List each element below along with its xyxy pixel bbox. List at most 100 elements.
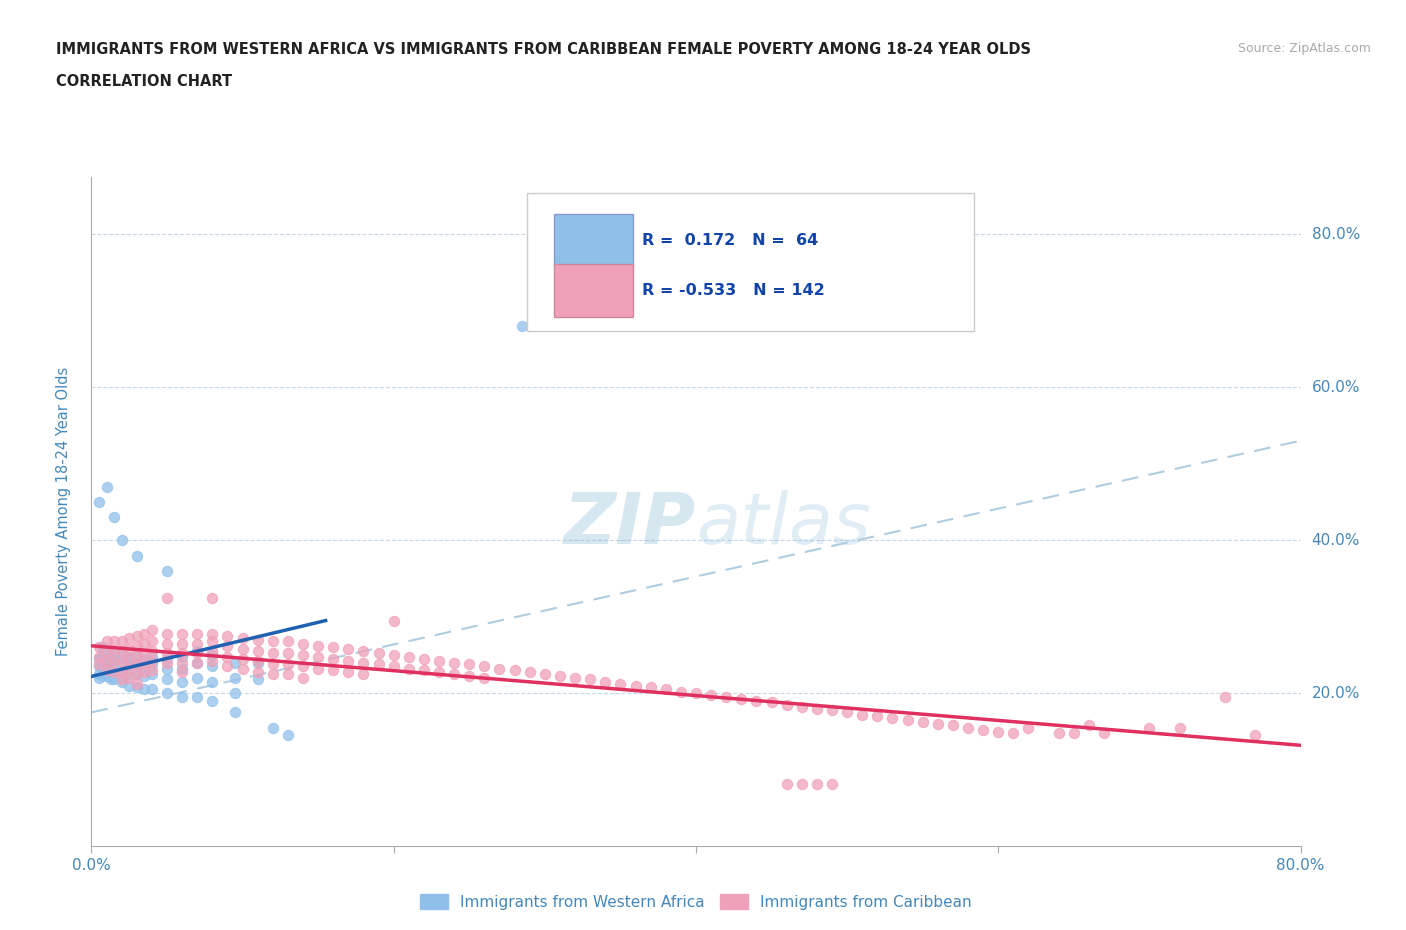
- Point: [1063, 725, 1085, 740]
- Point: [125, 677, 148, 692]
- Text: ZIP: ZIP: [564, 490, 696, 559]
- Point: [96, 659, 118, 674]
- Point: [217, 638, 239, 653]
- Point: [172, 636, 194, 651]
- Point: [91, 659, 114, 674]
- Point: [118, 661, 141, 676]
- Point: [125, 667, 148, 682]
- Point: [186, 644, 208, 658]
- Point: [337, 664, 360, 679]
- Point: [103, 633, 125, 648]
- Point: [307, 649, 329, 664]
- Point: [156, 626, 179, 641]
- Point: [134, 664, 156, 679]
- Point: [141, 657, 163, 671]
- Point: [352, 667, 374, 682]
- Point: [292, 659, 315, 674]
- Point: [292, 636, 315, 651]
- Point: [322, 663, 344, 678]
- Point: [103, 656, 125, 671]
- Point: [111, 644, 132, 658]
- Point: [103, 644, 125, 658]
- Point: [382, 647, 405, 662]
- Point: [277, 667, 299, 682]
- Point: [382, 613, 405, 628]
- Point: [231, 642, 253, 657]
- Point: [87, 495, 110, 510]
- Point: [91, 640, 114, 655]
- Point: [103, 510, 125, 525]
- Point: [100, 672, 122, 687]
- Point: [337, 642, 360, 657]
- Point: [87, 651, 110, 666]
- Point: [96, 479, 118, 494]
- Point: [1092, 725, 1115, 740]
- Point: [1213, 690, 1236, 705]
- Point: [201, 659, 224, 674]
- Point: [87, 671, 110, 685]
- Point: [262, 646, 284, 661]
- Point: [246, 654, 269, 669]
- Point: [882, 711, 904, 725]
- Point: [111, 647, 132, 662]
- Point: [156, 661, 179, 676]
- Point: [277, 728, 299, 743]
- Point: [292, 671, 315, 685]
- Point: [96, 644, 118, 658]
- Point: [134, 669, 156, 684]
- Point: [262, 633, 284, 648]
- Point: [87, 667, 110, 682]
- Point: [398, 661, 420, 676]
- Text: IMMIGRANTS FROM WESTERN AFRICA VS IMMIGRANTS FROM CARIBBEAN FEMALE POVERTY AMONG: IMMIGRANTS FROM WESTERN AFRICA VS IMMIGR…: [56, 42, 1031, 57]
- Point: [458, 657, 481, 671]
- Point: [579, 672, 602, 687]
- Point: [111, 672, 132, 687]
- Point: [156, 646, 179, 661]
- Point: [443, 667, 465, 682]
- Point: [806, 777, 828, 791]
- Point: [118, 642, 141, 657]
- Point: [125, 647, 148, 662]
- Point: [118, 649, 141, 664]
- Point: [103, 672, 125, 687]
- Point: [669, 684, 692, 699]
- Point: [96, 669, 118, 684]
- Point: [835, 705, 858, 720]
- Point: [307, 638, 329, 653]
- Point: [87, 657, 110, 671]
- Point: [443, 656, 465, 671]
- Point: [1244, 728, 1267, 743]
- Point: [125, 649, 148, 664]
- Point: [156, 591, 179, 605]
- Point: [427, 664, 450, 679]
- Point: [111, 654, 132, 669]
- Point: [156, 651, 179, 666]
- Point: [134, 656, 156, 671]
- Point: [262, 657, 284, 671]
- Point: [776, 698, 799, 712]
- Point: [172, 674, 194, 689]
- Point: [172, 664, 194, 679]
- Point: [186, 656, 208, 671]
- Point: [413, 651, 436, 666]
- Point: [141, 649, 163, 664]
- Point: [745, 694, 768, 709]
- Point: [595, 674, 617, 689]
- Point: [118, 651, 141, 666]
- Point: [761, 695, 783, 710]
- Point: [172, 690, 194, 705]
- Point: [790, 699, 813, 714]
- Point: [217, 629, 239, 644]
- Point: [186, 671, 208, 685]
- Point: [262, 667, 284, 682]
- Point: [134, 626, 156, 641]
- Point: [134, 659, 156, 674]
- Point: [367, 657, 389, 671]
- Text: atlas: atlas: [696, 490, 870, 559]
- Point: [246, 632, 269, 647]
- Point: [201, 626, 224, 641]
- Point: [367, 646, 389, 661]
- Point: [125, 657, 148, 671]
- Point: [1002, 725, 1025, 740]
- Point: [118, 631, 141, 645]
